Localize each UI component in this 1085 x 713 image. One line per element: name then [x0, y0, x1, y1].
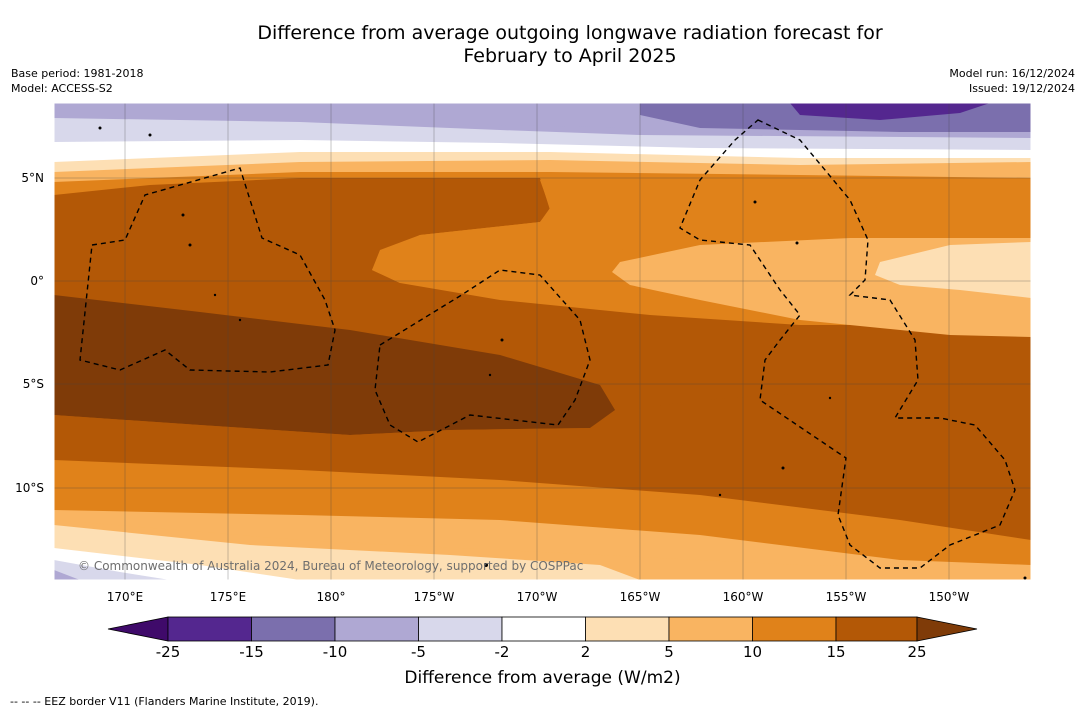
eez-borders — [79, 119, 1016, 569]
graticule — [54, 103, 1031, 580]
lon-label-170w: 170°W — [516, 590, 558, 604]
colorbar-tick: 25 — [907, 643, 927, 661]
meta-left: Base period: 1981-2018 Model: ACCESS-S2 — [11, 66, 143, 96]
band-pale-lavender-south — [54, 560, 170, 580]
colorbar-segment-5 — [501, 616, 586, 642]
colorbar-segment-9 — [835, 616, 918, 642]
colorbar-segment-8 — [752, 616, 837, 642]
colorbar-segment-3 — [334, 616, 419, 642]
band-purple-dark — [790, 103, 990, 120]
colorbar-tick: 5 — [664, 643, 674, 661]
contour-field — [54, 103, 1031, 580]
colorbar-tick: -5 — [411, 643, 426, 661]
colorbar-tick: 15 — [826, 643, 846, 661]
lat-label-0: 0° — [30, 274, 44, 288]
lat-label-5n: 5°N — [21, 171, 44, 185]
colorbar-segment-4 — [418, 616, 503, 642]
colorbar-tick: -25 — [155, 643, 181, 661]
colorbar-title: Difference from average (W/m2) — [404, 668, 681, 688]
eez-border-tokelau — [374, 269, 591, 443]
lon-label-160w: 160°W — [722, 590, 764, 604]
colorbar-tick: -2 — [494, 643, 510, 661]
title-line-2: February to April 2025 — [463, 45, 677, 67]
lon-label-150w: 150°W — [928, 590, 970, 604]
map-title: Difference from average outgoing longwav… — [0, 22, 1085, 68]
meta-right: Model run: 16/12/2024 Issued: 19/12/2024 — [949, 66, 1075, 96]
lon-label-175w: 175°W — [413, 590, 455, 604]
colorbar-tick: -10 — [322, 643, 348, 661]
colorbar-segment-6 — [585, 616, 670, 642]
band-lavender-south — [54, 570, 80, 580]
region-cream-east — [875, 242, 1031, 298]
lat-label-10s: 10°S — [15, 481, 44, 495]
model-text: Model: ACCESS-S2 — [11, 82, 113, 95]
colorbar-segment-1 — [167, 616, 252, 642]
lon-label-175e: 175°E — [209, 590, 247, 604]
map-frame — [53, 102, 1032, 581]
islands — [98, 126, 1027, 580]
model-run-text: Model run: 16/12/2024 — [949, 67, 1075, 80]
lon-label-165w: 165°W — [619, 590, 661, 604]
colorbar-tick: 2 — [580, 643, 591, 661]
colorbar-segment-2 — [251, 616, 336, 642]
lon-label-170e: 170°E — [106, 590, 144, 604]
lon-label-180: 180° — [316, 590, 346, 604]
lat-label-5s: 5°S — [22, 377, 44, 391]
base-period-text: Base period: 1981-2018 — [11, 67, 144, 80]
issued-text: Issued: 19/12/2024 — [968, 82, 1075, 95]
region-orange-central — [372, 178, 878, 283]
eez-border-cook-islands — [679, 119, 1016, 569]
copyright-watermark: © Commonwealth of Australia 2024, Bureau… — [78, 559, 584, 573]
colorbar-low-arrow — [107, 616, 169, 642]
colorbar-tick: -15 — [239, 643, 264, 661]
lon-label-155w: 155°W — [825, 590, 867, 604]
title-line-1: Difference from average outgoing longwav… — [257, 22, 883, 44]
eez-footnote: -- -- -- EEZ border V11 (Flanders Marine… — [10, 695, 319, 708]
colorbar-tick: 10 — [742, 643, 763, 661]
eez-border-tuvalu — [79, 167, 336, 373]
band-dark-brown — [54, 295, 615, 435]
colorbar-high-arrow — [916, 616, 978, 642]
colorbar-segment-7 — [668, 616, 753, 642]
